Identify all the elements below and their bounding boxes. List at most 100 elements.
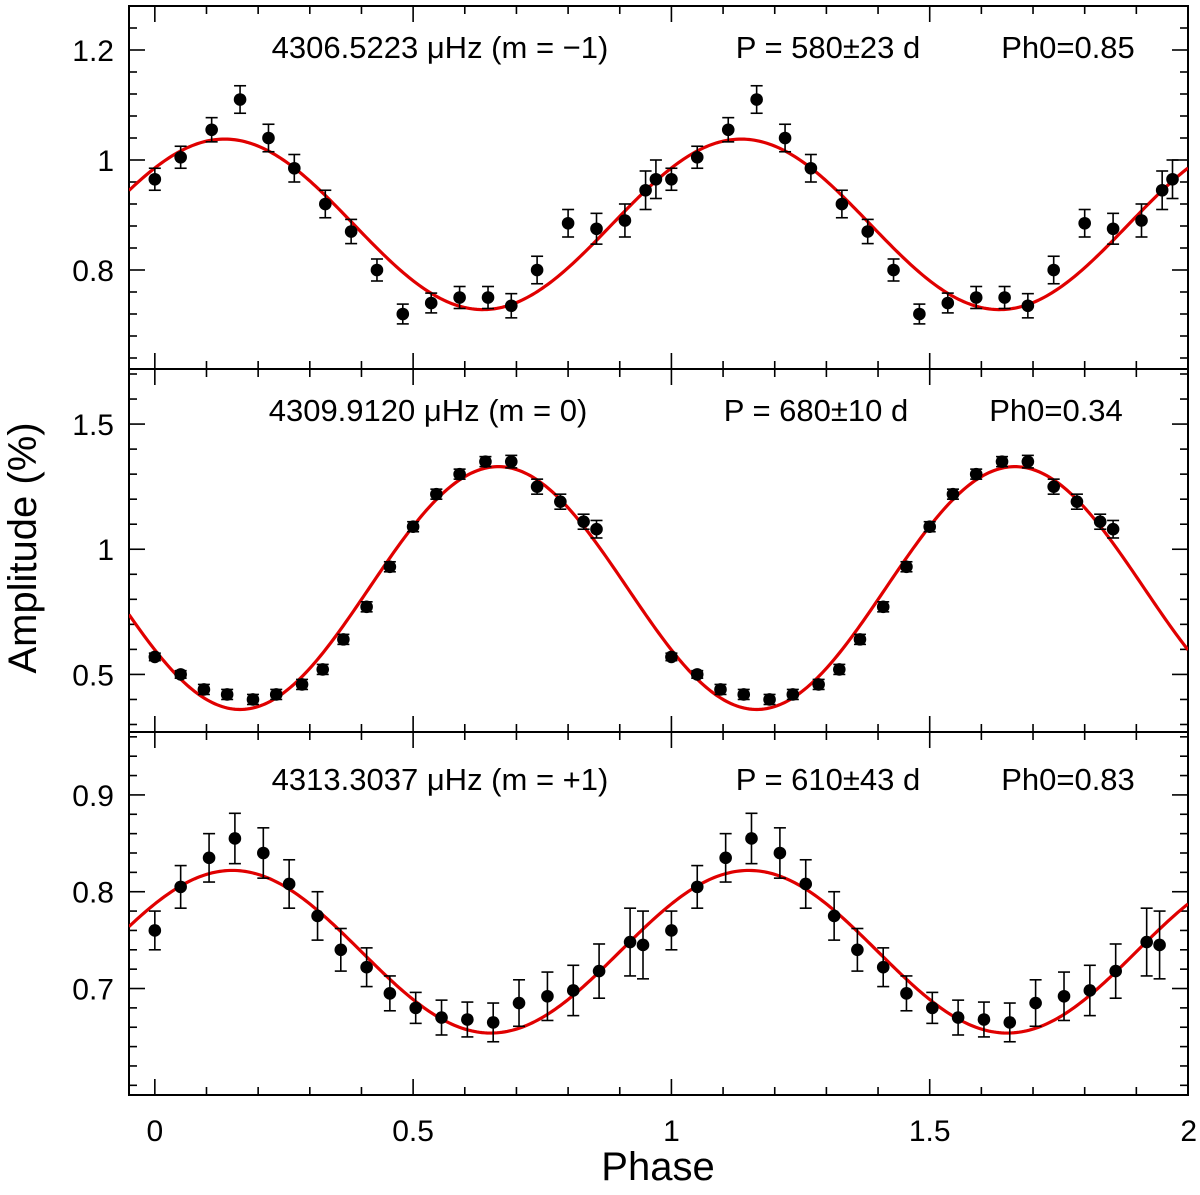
panel-1-data-point: [396, 307, 410, 321]
panel-2-data-point: [577, 515, 590, 529]
panel-3-data-point: [719, 851, 732, 865]
panel-1-data-point: [665, 172, 678, 186]
panel-3-data-point: [592, 964, 606, 978]
panel-2-data-point: [530, 480, 544, 493]
panel-2-data-point: [714, 683, 727, 696]
panel-2-data-point: [590, 522, 603, 536]
panel-2-data-point: [554, 495, 567, 508]
panel-1-data-point: [1047, 263, 1060, 277]
panel-2-data-point: [1021, 455, 1035, 468]
panel-2-fit-curve: [129, 465, 1188, 712]
x-tick-label: 1.5: [909, 1115, 951, 1148]
panel-3-data-point: [435, 1011, 448, 1024]
panel-2-data-point: [1093, 515, 1107, 529]
panel-1-data-point: [1021, 299, 1035, 313]
panel-2-data-point: [995, 455, 1009, 468]
panel-1-data-point: [205, 123, 218, 137]
x-tick-label: 2: [1180, 1115, 1197, 1148]
panel-2-data-point: [690, 668, 704, 681]
panel-3-data-point: [311, 909, 324, 923]
panel-3-data-point: [745, 832, 758, 845]
panel-2-data-point: [360, 600, 373, 614]
panel-3-data-point: [876, 960, 890, 974]
panel-1-data-point: [530, 263, 544, 277]
panel-2-data-point: [1047, 480, 1060, 493]
x-tick-label: 0: [146, 1115, 163, 1148]
panel-3-data-point: [1029, 996, 1042, 1010]
panel-3-frame: [128, 731, 1189, 1096]
panel-1-data-point: [1106, 222, 1120, 236]
panel-3-data-point: [282, 877, 296, 891]
panel-1-data-point: [319, 197, 332, 211]
panel-3-data-point: [665, 924, 678, 937]
panel-3-data-point: [1003, 1016, 1017, 1029]
panel-3-data-point: [228, 832, 242, 845]
x-tick-label: 0.5: [392, 1115, 434, 1148]
panel-1-data-point: [233, 93, 247, 106]
panel-3-data-point: [257, 846, 270, 860]
panel-2-data-point: [174, 668, 187, 681]
panel-2-y-tick-label: 0.5: [72, 659, 114, 692]
panel-2: 0.5 1 1.5 4309.9120 μHz (m = 0) P = 680±10 d…: [72, 368, 1189, 733]
panel-1-y-tick-label: 0.8: [72, 255, 114, 288]
panel-1-data-point: [804, 161, 818, 175]
panel-1-data-point: [590, 222, 603, 236]
panel-2-data-point: [812, 678, 825, 691]
panel-3-data-point: [636, 938, 650, 952]
panel-1-data-point: [288, 161, 301, 175]
panel-3-data-point: [383, 987, 397, 1000]
panel-3-data-point: [1057, 989, 1071, 1003]
panel-2-data-point: [504, 455, 518, 468]
panel-3-data-point: [541, 989, 554, 1003]
panel-3-data-point: [690, 880, 704, 894]
panel-1-data-point: [913, 307, 926, 321]
panel-3-data-point: [799, 877, 813, 891]
panel-3-y-tick-label: 0.8: [72, 877, 114, 910]
panel-1-data-point: [262, 131, 275, 145]
panel-1-data-point: [1155, 183, 1169, 197]
panel-1-data-point: [887, 263, 900, 277]
panel-2-data-point: [786, 688, 800, 701]
panels-group: 0.8 1 1.2 4306.5223 μHz (m = −1) P = 580±23 …: [72, 5, 1197, 1148]
panel-1-data-point: [941, 296, 955, 310]
panel-1-data-point: [504, 299, 518, 313]
panel-2-data-point: [383, 560, 397, 574]
panel-1-frequency-label: 4306.5223 μHz (m = −1): [272, 30, 609, 65]
panel-3-data-point: [1083, 984, 1097, 997]
panel-2-data-point: [665, 650, 678, 664]
panel-1-data-point: [453, 291, 466, 304]
panel-2-data-point: [763, 693, 776, 706]
panel-2-data-point: [337, 633, 350, 646]
panel-1-data-point: [481, 291, 495, 304]
panel-3-data-point: [174, 880, 187, 894]
panel-1-data-point: [750, 93, 763, 106]
x-axis-label: Phase: [601, 1145, 714, 1189]
panel-1-data-point: [861, 225, 875, 238]
panel-2-data-point: [876, 600, 890, 614]
panel-3-data-point: [1153, 938, 1166, 952]
panel-3-data-point: [512, 996, 526, 1010]
panel-2-data-point: [269, 688, 283, 701]
panel-2-data-point: [220, 688, 234, 701]
panel-3-y-tick-label: 0.9: [72, 780, 114, 813]
panel-2-data-point: [295, 678, 309, 691]
panel-3-data-point: [202, 851, 216, 865]
panel-1-data-point: [998, 291, 1011, 304]
panel-1-data-point: [148, 172, 162, 186]
panel-2-data-point: [1106, 522, 1120, 536]
panel-3-data-point: [851, 943, 864, 957]
panel-1-data-point: [649, 172, 663, 186]
panel-1-data-point: [1166, 172, 1179, 186]
panel-3-data-point: [360, 960, 373, 974]
panel-2-data-point: [406, 520, 420, 534]
panel-3-fit-curve: [129, 868, 1188, 1035]
panel-3-y-tick-label: 0.7: [72, 974, 114, 1007]
panel-2-data-point: [197, 683, 211, 696]
panel-2-data-point: [946, 487, 960, 501]
panel-1-data-point: [370, 263, 384, 277]
panel-3-data-point: [773, 846, 787, 860]
panel-2-data-point: [853, 633, 867, 646]
panel-3-data-point: [334, 943, 348, 957]
panel-3-data-point: [1140, 935, 1153, 949]
